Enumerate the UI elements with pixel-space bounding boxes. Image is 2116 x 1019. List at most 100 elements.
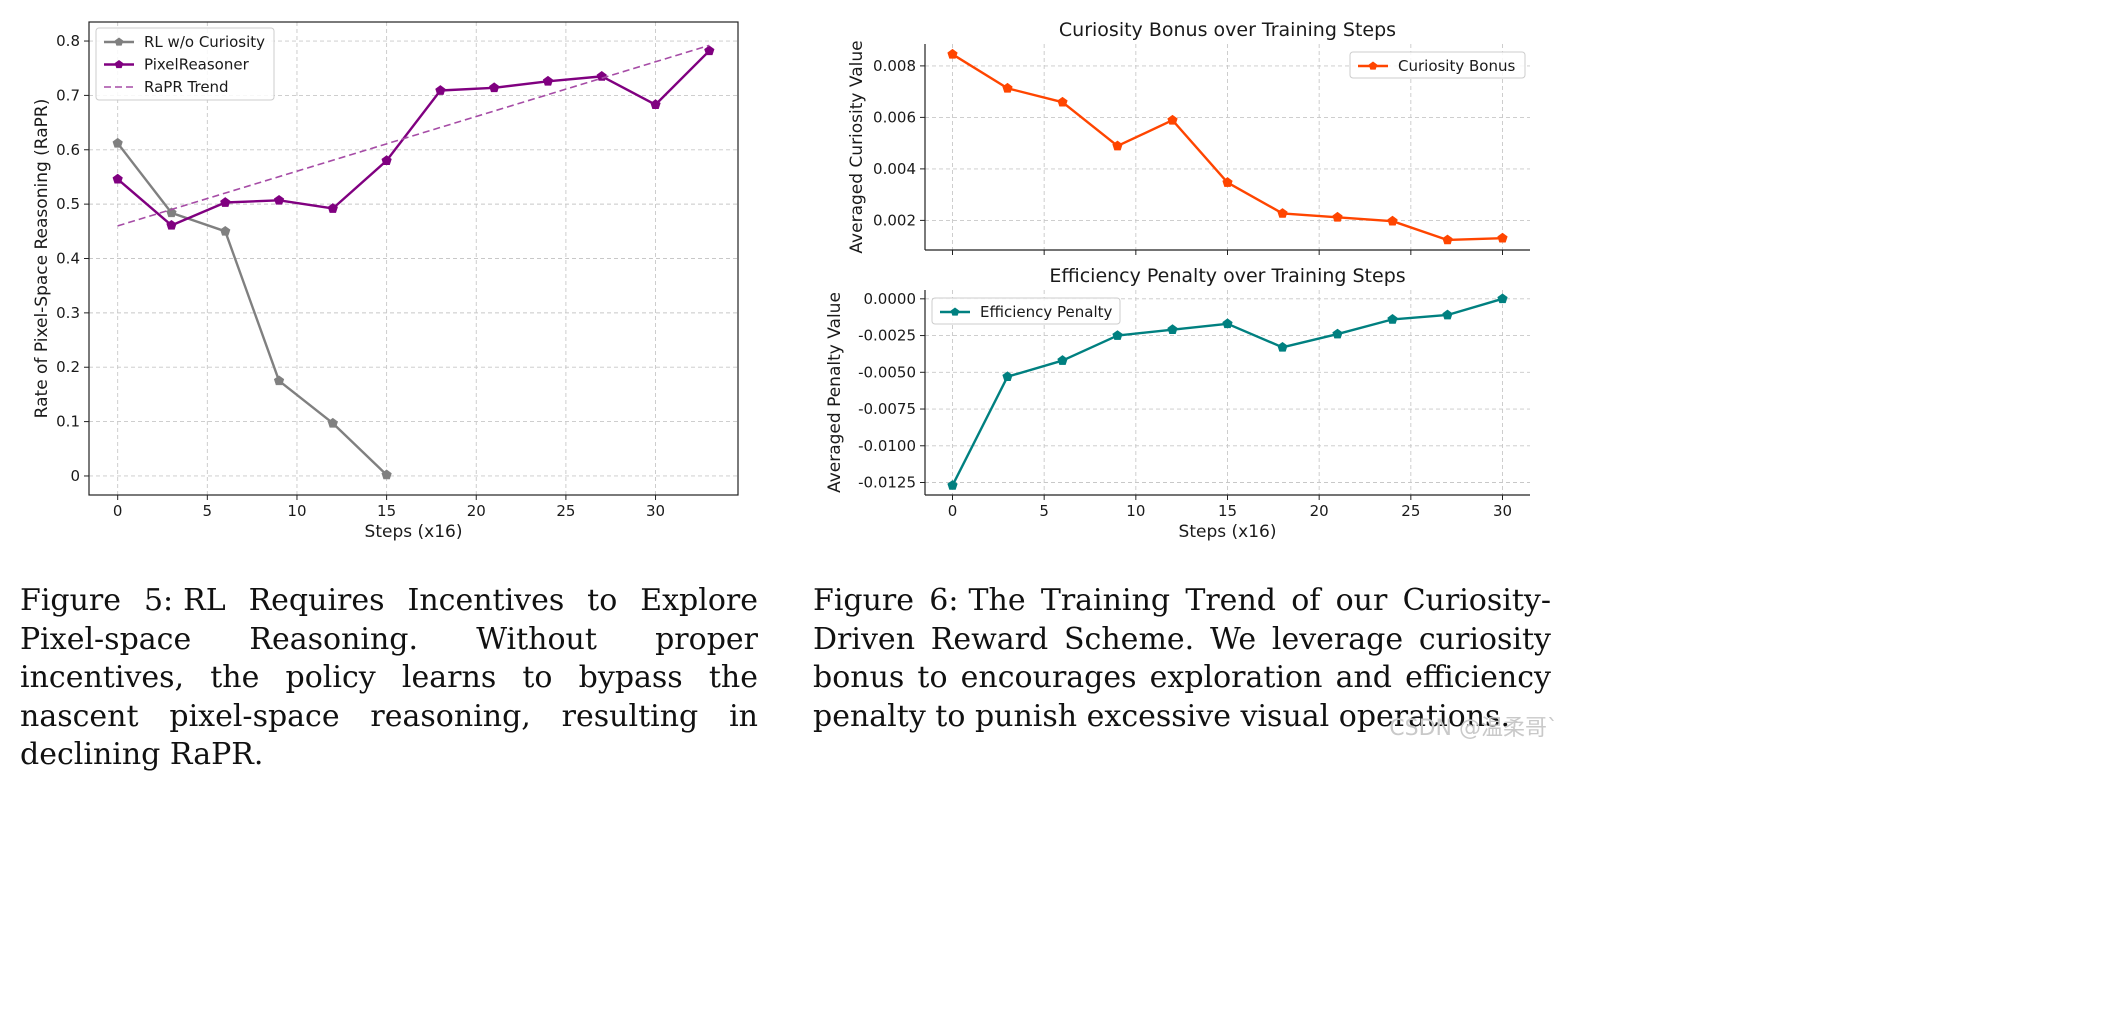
figure-5-label: Figure 5: bbox=[20, 583, 174, 618]
x-axis-label: Steps (x16) bbox=[365, 522, 463, 542]
data-point-pixelreasoner bbox=[273, 194, 285, 205]
x-tick-label: 20 bbox=[467, 502, 486, 520]
data-point-curiosity-bonus bbox=[1277, 208, 1288, 218]
y-tick-label: 0.6 bbox=[56, 141, 80, 159]
curiosity-bonus-line-chart: 0.002 0.004 0.006 0.008 Curiosity Bonus over… bbox=[847, 19, 1530, 255]
y-tick-label: 0.5 bbox=[56, 195, 80, 213]
legend-marker-efficiency-penalty bbox=[950, 307, 960, 316]
data-point-efficiency-penalty bbox=[1387, 314, 1398, 324]
data-point-rl-w-o-curiosity bbox=[273, 375, 285, 386]
y-tick-label: 0.002 bbox=[873, 211, 916, 229]
y-tick-label: 0.2 bbox=[56, 358, 80, 376]
data-point-efficiency-penalty bbox=[1002, 371, 1013, 382]
efficiency-penalty-line-chart: 0 5 10 15 20 25 30 0.0000 -0.0025 -0.0050 -0.0075 -… bbox=[825, 265, 1530, 542]
legend-label-efficiency-penalty: Efficiency Penalty bbox=[980, 303, 1113, 321]
data-point-curiosity-bonus bbox=[1167, 114, 1178, 125]
y-tick-label: 0.3 bbox=[56, 304, 80, 322]
data-point-efficiency-penalty bbox=[1112, 330, 1123, 340]
y-axis-label: Rate of Pixel-Space Reasoning (RaPR) bbox=[32, 99, 52, 419]
legend-label-curiosity-bonus: Curiosity Bonus bbox=[1398, 57, 1515, 75]
x-tick-label: 25 bbox=[1401, 502, 1420, 520]
figure-canvas: 0 5 10 15 20 25 30 0 0.1 0.2 0.3 0.4 0.5 0.6 0.7 0.8 Ste… bbox=[32, 19, 1530, 542]
data-point-rl-w-o-curiosity bbox=[166, 207, 177, 218]
y-axis-label: Averaged Penalty Value bbox=[825, 292, 845, 493]
data-point-curiosity-bonus bbox=[1332, 211, 1343, 222]
data-point-pixelreasoner bbox=[596, 70, 607, 81]
data-point-curiosity-bonus bbox=[1442, 234, 1453, 245]
x-tick-label: 0 bbox=[113, 502, 123, 520]
data-point-curiosity-bonus bbox=[1497, 232, 1508, 243]
legend-label-pixelreasoner: PixelReasoner bbox=[144, 56, 250, 74]
legend-marker-curiosity-bonus bbox=[1368, 61, 1378, 70]
y-tick-label: 0.4 bbox=[56, 250, 80, 268]
x-tick-label: 15 bbox=[377, 502, 396, 520]
chart-title: Curiosity Bonus over Training Steps bbox=[1059, 19, 1396, 41]
data-point-efficiency-penalty bbox=[1497, 293, 1508, 304]
figure-6-caption: Figure 6: The Training Trend of our Curio… bbox=[813, 582, 1551, 736]
x-tick-label: 15 bbox=[1218, 502, 1237, 520]
data-point-pixelreasoner bbox=[381, 155, 392, 165]
x-axis-label: Steps (x16) bbox=[1179, 522, 1277, 542]
data-point-pixelreasoner bbox=[650, 99, 661, 109]
x-tick-label: 20 bbox=[1310, 502, 1329, 520]
figure-5-caption-text: RL Requires Incentives to Explore Pixel-… bbox=[20, 583, 759, 772]
y-tick-label: -0.0075 bbox=[858, 400, 916, 418]
data-point-pixelreasoner bbox=[166, 219, 177, 230]
data-point-curiosity-bonus bbox=[947, 48, 958, 59]
legend-label-rapr-trend: RaPR Trend bbox=[144, 78, 229, 96]
data-point-pixelreasoner bbox=[542, 75, 554, 86]
figure-6-caption-text: The Training Trend of our Curiosity-Driv… bbox=[813, 583, 1551, 734]
y-tick-label: -0.0100 bbox=[858, 437, 916, 455]
data-point-pixelreasoner bbox=[112, 173, 123, 184]
data-point-rl-w-o-curiosity bbox=[112, 137, 123, 148]
x-tick-label: 0 bbox=[948, 502, 958, 520]
x-tick-label: 5 bbox=[1039, 502, 1049, 520]
data-point-pixelreasoner bbox=[704, 45, 715, 56]
series-line-pixelreasoner bbox=[116, 49, 711, 227]
data-point-efficiency-penalty bbox=[1057, 355, 1068, 365]
y-tick-label: 0.008 bbox=[873, 57, 916, 75]
data-point-efficiency-penalty bbox=[1277, 341, 1288, 352]
y-tick-label: -0.0125 bbox=[858, 474, 916, 492]
data-point-pixelreasoner bbox=[327, 203, 338, 213]
x-tick-label: 30 bbox=[1493, 502, 1512, 520]
data-point-curiosity-bonus bbox=[1387, 215, 1398, 226]
legend-label-rl-w-o-curiosity: RL w/o Curiosity bbox=[144, 33, 265, 51]
x-tick-label: 10 bbox=[287, 502, 306, 520]
data-point-efficiency-penalty bbox=[1332, 328, 1343, 339]
data-point-efficiency-penalty bbox=[1222, 318, 1233, 329]
csdn-watermark: CSDN @温柔哥` bbox=[1389, 716, 1558, 741]
data-point-efficiency-penalty bbox=[947, 480, 958, 490]
series-line-rapr-trend bbox=[117, 44, 710, 227]
legend-box bbox=[95, 27, 275, 101]
data-point-pixelreasoner bbox=[489, 82, 500, 93]
data-point-curiosity-bonus bbox=[1112, 140, 1123, 151]
chart-title: Efficiency Penalty over Training Steps bbox=[1049, 265, 1405, 287]
data-point-rl-w-o-curiosity bbox=[327, 417, 338, 428]
data-point-curiosity-bonus bbox=[1057, 96, 1068, 107]
legend-box bbox=[1349, 51, 1526, 79]
y-tick-label: 0.8 bbox=[56, 32, 80, 50]
data-point-curiosity-bonus bbox=[1222, 177, 1233, 187]
series-line-rl-w-o-curiosity bbox=[116, 142, 388, 476]
y-tick-label: 0.0000 bbox=[864, 290, 917, 308]
y-tick-label: 0.1 bbox=[56, 413, 80, 431]
legend-marker-pixelreasoner bbox=[114, 60, 124, 69]
x-tick-label: 25 bbox=[556, 502, 575, 520]
y-tick-label: -0.0025 bbox=[858, 327, 916, 345]
y-tick-label: 0 bbox=[70, 467, 80, 485]
x-tick-label: 10 bbox=[1126, 502, 1145, 520]
x-tick-label: 5 bbox=[203, 502, 213, 520]
figure-5-caption: Figure 5: RL Requires Incentives to Explo… bbox=[20, 582, 758, 775]
y-tick-label: 0.004 bbox=[873, 160, 916, 178]
y-tick-label: 0.006 bbox=[873, 108, 916, 126]
x-tick-label: 30 bbox=[646, 502, 665, 520]
legend-box bbox=[931, 297, 1121, 325]
y-axis-label: Averaged Curiosity Value bbox=[847, 40, 867, 253]
figure-6-label: Figure 6: bbox=[813, 583, 959, 618]
data-point-rl-w-o-curiosity bbox=[381, 469, 392, 480]
data-point-pixelreasoner bbox=[220, 197, 231, 207]
legend-marker-rl-w-o-curiosity bbox=[114, 37, 124, 46]
data-point-rl-w-o-curiosity bbox=[220, 225, 231, 236]
data-point-efficiency-penalty bbox=[1167, 324, 1178, 335]
